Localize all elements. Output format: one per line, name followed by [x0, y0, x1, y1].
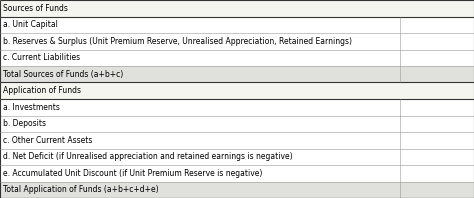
Text: c. Current Liabilities: c. Current Liabilities: [3, 53, 80, 62]
Text: d. Net Deficit (if Unrealised appreciation and retained earnings is negative): d. Net Deficit (if Unrealised appreciati…: [3, 152, 292, 161]
Bar: [400, 33, 474, 50]
Text: b. Reserves & Surplus (Unit Premium Reserve, Unrealised Appreciation, Retained E: b. Reserves & Surplus (Unit Premium Rese…: [3, 37, 352, 46]
Bar: [0, 0, 400, 16]
Bar: [0, 16, 400, 33]
Text: Application of Funds: Application of Funds: [3, 86, 81, 95]
Bar: [400, 83, 474, 99]
Bar: [0, 115, 400, 132]
Text: Sources of Funds: Sources of Funds: [3, 4, 68, 13]
Bar: [0, 50, 400, 66]
Bar: [400, 66, 474, 83]
Text: Total Application of Funds (a+b+c+d+e): Total Application of Funds (a+b+c+d+e): [3, 185, 158, 194]
Bar: [0, 182, 400, 198]
Text: a. Unit Capital: a. Unit Capital: [3, 20, 58, 29]
Bar: [0, 99, 400, 115]
Text: a. Investments: a. Investments: [3, 103, 60, 112]
Bar: [0, 165, 400, 182]
Bar: [400, 115, 474, 132]
Bar: [400, 182, 474, 198]
Bar: [0, 33, 400, 50]
Bar: [400, 0, 474, 16]
Bar: [400, 16, 474, 33]
Bar: [400, 148, 474, 165]
Bar: [400, 132, 474, 148]
Bar: [400, 165, 474, 182]
Bar: [0, 66, 400, 83]
Text: b. Deposits: b. Deposits: [3, 119, 46, 128]
Bar: [400, 50, 474, 66]
Bar: [0, 132, 400, 148]
Bar: [0, 148, 400, 165]
Text: e. Accumulated Unit Discount (if Unit Premium Reserve is negative): e. Accumulated Unit Discount (if Unit Pr…: [3, 169, 262, 178]
Text: c. Other Current Assets: c. Other Current Assets: [3, 136, 92, 145]
Bar: [0, 83, 400, 99]
Bar: [400, 99, 474, 115]
Text: Total Sources of Funds (a+b+c): Total Sources of Funds (a+b+c): [3, 70, 123, 79]
